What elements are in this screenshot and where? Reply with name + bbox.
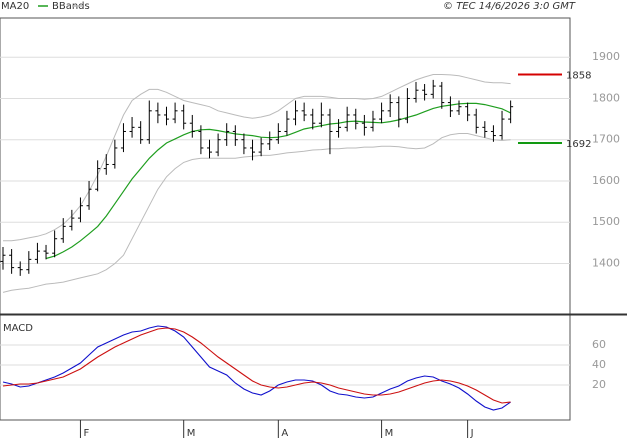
macd-title: MACD [3, 323, 33, 334]
y-tick-label: 1400 [592, 256, 620, 269]
legend-bbands: BBands [52, 1, 90, 12]
legend-ma: MA20 [1, 1, 29, 12]
copyright: © TEC 14/6/2026 3:0 GMT [443, 1, 576, 12]
x-tick-label: A [281, 428, 288, 439]
macd-line [2, 327, 511, 404]
x-tick-label: F [83, 428, 89, 439]
frame [0, 17, 571, 421]
y-tick-label: 20 [592, 378, 606, 391]
y-tick-label: 1900 [592, 50, 620, 63]
y-tick-label: 1600 [592, 174, 620, 187]
y-tick-label: 40 [592, 358, 606, 371]
x-tick-label: J [470, 428, 474, 439]
level-label: 1692 [566, 139, 591, 150]
y-tick-label: 1500 [592, 215, 620, 228]
band-lower [2, 133, 511, 293]
level-label: 1858 [566, 71, 591, 82]
x-tick-label: M [187, 428, 196, 439]
band-upper [3, 74, 511, 242]
y-tick-label: 1700 [592, 133, 620, 146]
y-tick-label: 1800 [592, 91, 620, 104]
x-tick-label: M [385, 428, 394, 439]
macd-line [2, 325, 511, 411]
y-tick-label: 60 [592, 338, 606, 351]
